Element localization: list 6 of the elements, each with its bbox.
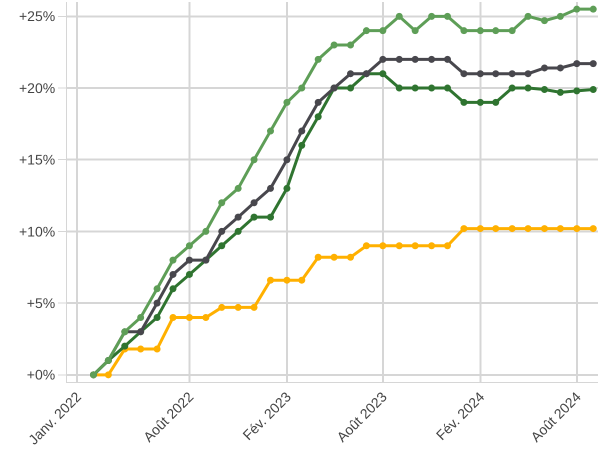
- y-tick-label: +20%: [18, 80, 56, 96]
- y-tick-label: +15%: [18, 152, 56, 168]
- y-tick-label: +10%: [18, 223, 56, 240]
- y-tick-label: +25%: [18, 8, 56, 24]
- y-tick-label: +0%: [26, 366, 56, 383]
- y-tick-label: +5%: [26, 295, 56, 312]
